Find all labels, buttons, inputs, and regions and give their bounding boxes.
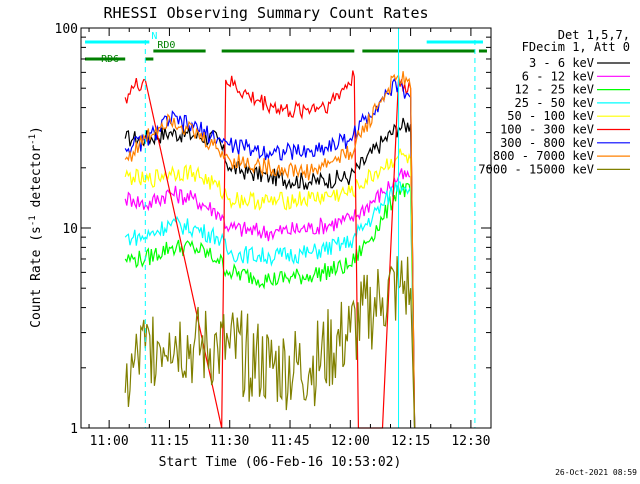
y-axis-label-mid: detector [29,145,44,216]
series-layer [124,70,416,429]
x-axis-label: Start Time (06-Feb-16 10:53:02) [159,455,402,470]
x-tick-label: 12:15 [391,434,430,449]
series-line [124,117,416,429]
series-line [124,71,416,429]
y-tick-label: 10 [62,222,78,237]
y-axis-label-sup2: -1 [28,134,38,145]
series-line [124,182,416,429]
series-line [124,70,416,429]
x-tick-label: 12:00 [331,434,370,449]
x-tick-label: 11:30 [210,434,249,449]
x-tick-label: 12:30 [451,434,490,449]
legend-label: 300 - 800 keV [500,136,594,150]
series-line [124,148,416,429]
series-line [124,78,416,429]
y-axis-label-end: ) [29,126,44,134]
ticks-layer: 11:00 11:15 11:30 11:45 12:00 12:15 12:30 1 10 10… [55,22,491,449]
y-tick-label: 1 [70,422,78,437]
legend-label: 25 - 50 keV [515,96,594,110]
series-line [124,256,416,429]
series-line [124,168,416,429]
legend-label: 6 - 12 keV [522,69,594,83]
y-axis-label-sup1: -1 [28,215,38,226]
timestamp: 26-Oct-2021 08:59 [555,468,637,477]
legend-label: 800 - 7000 keV [493,149,594,163]
y-axis-label: Count Rate (s-1 detector-1) [28,126,44,328]
legend-label: 50 - 100 keV [507,109,594,123]
chart-title: RHESSI Observing Summary Count Rates [103,4,428,22]
legend-header-fdecim: FDecim 1, Att 0 [522,40,630,54]
overlay-layer [144,28,476,428]
flag-label: RD0 [157,40,175,51]
x-tick-label: 11:15 [150,434,189,449]
legend-label: 7000 - 15000 keV [478,162,594,176]
legend-label: 100 - 300 keV [500,123,594,137]
series-line [124,181,416,429]
y-tick-label: 100 [55,22,78,37]
x-tick-label: 11:45 [270,434,309,449]
x-tick-label: 11:00 [90,434,129,449]
plot-frame [80,27,492,429]
y-axis-label-main: Count Rate (s [29,226,44,328]
flag-label: RD6 [101,54,119,65]
legend-header-det: Det 1,5,7, [558,28,630,42]
flag-label: N [151,31,157,42]
legend-label: 12 - 25 keV [515,83,594,97]
legend-label: 3 - 6 keV [529,56,594,70]
